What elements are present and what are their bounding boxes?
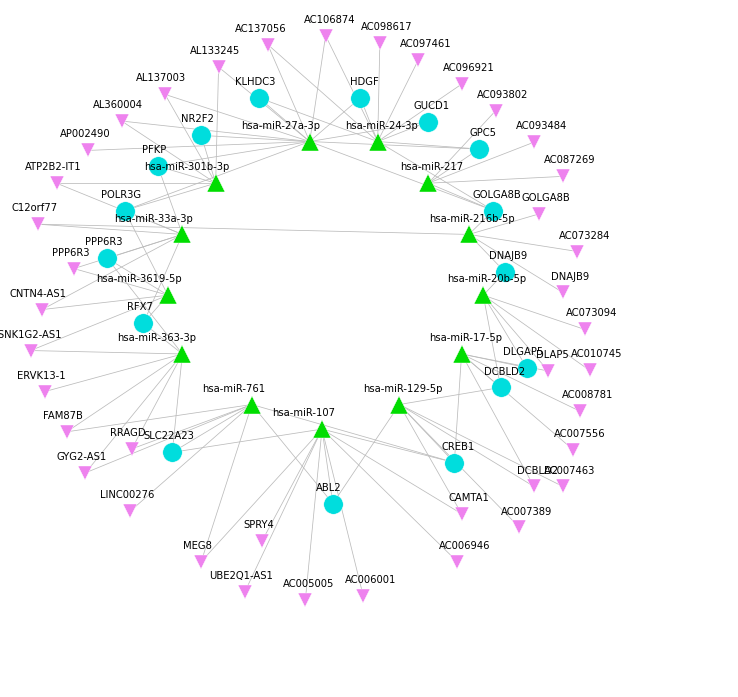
Text: AC006001: AC006001 <box>345 575 396 585</box>
Text: AC093802: AC093802 <box>477 90 528 100</box>
Text: hsa-miR-20b-5p: hsa-miR-20b-5p <box>447 275 526 284</box>
Text: AC005005: AC005005 <box>283 579 334 589</box>
Text: KLHDC3: KLHDC3 <box>235 77 275 87</box>
Text: UBE2Q1-AS1: UBE2Q1-AS1 <box>209 572 273 581</box>
Text: PPP6R3: PPP6R3 <box>85 238 123 247</box>
Text: AC098617: AC098617 <box>362 22 413 32</box>
Text: AC096921: AC096921 <box>443 63 494 73</box>
Text: RFX7: RFX7 <box>127 302 153 312</box>
Text: hsa-miR-3619-5p: hsa-miR-3619-5p <box>96 275 182 284</box>
Text: GPC5: GPC5 <box>469 128 496 138</box>
Text: AC008781: AC008781 <box>562 390 613 400</box>
Text: AC007556: AC007556 <box>554 429 606 438</box>
Text: AL360004: AL360004 <box>93 100 143 110</box>
Text: AC006946: AC006946 <box>438 541 490 551</box>
Text: MEG8: MEG8 <box>183 541 212 551</box>
Text: GYG2-AS1: GYG2-AS1 <box>57 452 107 462</box>
Text: SPRY4: SPRY4 <box>243 520 274 530</box>
Text: LINC00276: LINC00276 <box>100 490 154 500</box>
Text: DCBLD2: DCBLD2 <box>517 466 558 475</box>
Text: hsa-miR-129-5p: hsa-miR-129-5p <box>363 383 443 394</box>
Text: DNAJB9: DNAJB9 <box>489 251 528 261</box>
Text: AC106874: AC106874 <box>303 15 355 24</box>
Text: SLC22A23: SLC22A23 <box>143 431 194 441</box>
Text: GUCD1: GUCD1 <box>414 101 450 111</box>
Text: PFKP: PFKP <box>142 145 166 155</box>
Text: GOLGA8B: GOLGA8B <box>522 193 570 203</box>
Text: AL133245: AL133245 <box>190 46 240 56</box>
Text: DCBLD2: DCBLD2 <box>483 367 525 376</box>
Text: AC007389: AC007389 <box>501 507 552 516</box>
Text: hsa-miR-761: hsa-miR-761 <box>202 383 266 394</box>
Text: NR2F2: NR2F2 <box>181 114 214 125</box>
Text: GOLGA8B: GOLGA8B <box>472 190 521 199</box>
Text: hsa-miR-301b-3p: hsa-miR-301b-3p <box>144 162 230 172</box>
Text: HDGF: HDGF <box>350 77 379 87</box>
Text: CREB1: CREB1 <box>441 442 475 452</box>
Text: ABL2: ABL2 <box>317 482 342 493</box>
Text: AC137056: AC137056 <box>235 24 286 33</box>
Text: AC073284: AC073284 <box>559 231 610 240</box>
Text: hsa-miR-217: hsa-miR-217 <box>400 162 463 172</box>
Text: ATP2B2-IT1: ATP2B2-IT1 <box>24 162 81 172</box>
Text: hsa-miR-33a-3p: hsa-miR-33a-3p <box>114 213 193 224</box>
Text: AP002490: AP002490 <box>60 130 110 139</box>
Text: DNAJB9: DNAJB9 <box>551 272 589 282</box>
Text: AC097461: AC097461 <box>399 39 451 49</box>
Text: hsa-miR-27a-3p: hsa-miR-27a-3p <box>241 121 320 130</box>
Text: DLAP5: DLAP5 <box>536 350 568 360</box>
Text: hsa-miR-24-3p: hsa-miR-24-3p <box>345 121 418 130</box>
Text: POLR3G: POLR3G <box>101 190 141 199</box>
Text: AC010745: AC010745 <box>571 349 623 360</box>
Text: hsa-miR-107: hsa-miR-107 <box>272 408 335 418</box>
Text: FAM87B: FAM87B <box>43 411 83 421</box>
Text: CSNK1G2-AS1: CSNK1G2-AS1 <box>0 330 62 339</box>
Text: AC093484: AC093484 <box>516 121 567 131</box>
Text: hsa-miR-216b-5p: hsa-miR-216b-5p <box>430 213 515 224</box>
Text: CAMTA1: CAMTA1 <box>449 493 489 503</box>
Text: C12orf77: C12orf77 <box>11 204 58 213</box>
Text: ERVK13-1: ERVK13-1 <box>17 371 66 381</box>
Text: AC087269: AC087269 <box>544 155 596 165</box>
Text: hsa-miR-17-5p: hsa-miR-17-5p <box>429 333 502 343</box>
Text: RRAGD: RRAGD <box>111 428 146 438</box>
Text: AC073094: AC073094 <box>566 309 618 319</box>
Text: AL137003: AL137003 <box>137 73 187 84</box>
Text: CNTN4-AS1: CNTN4-AS1 <box>10 289 67 298</box>
Text: hsa-miR-363-3p: hsa-miR-363-3p <box>117 333 196 343</box>
Text: PPP6R3: PPP6R3 <box>52 247 89 258</box>
Text: AC007463: AC007463 <box>545 466 596 475</box>
Text: DLGAP5: DLGAP5 <box>503 346 543 357</box>
